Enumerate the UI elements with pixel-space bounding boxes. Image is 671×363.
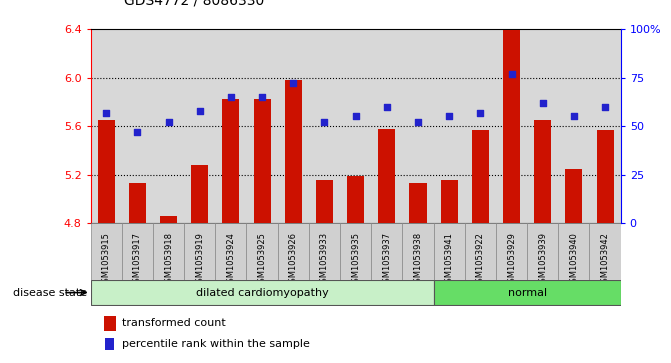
Bar	[246, 223, 278, 280]
Text: GDS4772 / 8086330: GDS4772 / 8086330	[124, 0, 264, 7]
Bar	[278, 223, 309, 280]
Text: GSM1053935: GSM1053935	[351, 232, 360, 288]
Text: transformed count: transformed count	[122, 318, 226, 328]
Bar	[316, 180, 333, 223]
Bar	[590, 223, 621, 280]
Point	[475, 110, 486, 115]
Point	[350, 114, 361, 119]
Bar	[191, 165, 208, 223]
Bar	[105, 338, 114, 350]
Point	[413, 119, 423, 125]
Point	[537, 100, 548, 106]
Point	[132, 129, 143, 135]
Bar	[597, 130, 614, 223]
Point	[381, 104, 392, 110]
Text: GSM1053937: GSM1053937	[382, 232, 391, 288]
Bar	[104, 316, 116, 331]
Point	[101, 110, 111, 115]
Text: GSM1053918: GSM1053918	[164, 232, 173, 288]
Bar	[160, 216, 177, 223]
Bar	[566, 169, 582, 223]
Text: GSM1053919: GSM1053919	[195, 232, 204, 287]
Bar	[222, 99, 240, 223]
Point	[319, 119, 330, 125]
Bar	[215, 223, 246, 280]
Text: GSM1053917: GSM1053917	[133, 232, 142, 288]
Bar	[534, 120, 552, 223]
Bar	[465, 223, 496, 280]
Text: disease state: disease state	[13, 287, 87, 298]
Point	[257, 94, 268, 100]
Bar	[371, 223, 403, 280]
Text: GSM1053940: GSM1053940	[570, 232, 578, 287]
Text: GSM1053938: GSM1053938	[413, 232, 423, 288]
Bar	[153, 223, 184, 280]
Bar	[121, 223, 153, 280]
Text: dilated cardiomyopathy: dilated cardiomyopathy	[196, 287, 329, 298]
Text: GSM1053915: GSM1053915	[102, 232, 111, 287]
Bar	[378, 129, 395, 223]
Bar	[285, 80, 302, 223]
Point	[600, 104, 611, 110]
Bar	[309, 223, 340, 280]
Point	[163, 119, 174, 125]
Text: GSM1053942: GSM1053942	[601, 232, 609, 287]
Text: GSM1053926: GSM1053926	[289, 232, 298, 288]
Text: percentile rank within the sample: percentile rank within the sample	[122, 339, 310, 349]
Point	[506, 71, 517, 77]
Bar	[184, 223, 215, 280]
Text: GSM1053939: GSM1053939	[538, 232, 548, 288]
Text: GSM1053941: GSM1053941	[445, 232, 454, 287]
Bar	[433, 223, 465, 280]
Bar	[97, 120, 115, 223]
Bar	[527, 223, 558, 280]
Bar	[129, 183, 146, 223]
Text: GSM1053929: GSM1053929	[507, 232, 516, 287]
Bar	[472, 130, 489, 223]
Bar	[340, 223, 371, 280]
Point	[444, 114, 454, 119]
Bar	[409, 183, 427, 223]
Bar	[558, 223, 590, 280]
Text: normal: normal	[507, 287, 547, 298]
Point	[288, 81, 299, 86]
Bar	[503, 30, 520, 223]
Bar	[91, 223, 121, 280]
Text: GSM1053924: GSM1053924	[226, 232, 236, 287]
Text: GSM1053933: GSM1053933	[320, 232, 329, 288]
Bar	[91, 280, 433, 305]
Bar	[496, 223, 527, 280]
Point	[225, 94, 236, 100]
Bar	[254, 99, 270, 223]
Text: GSM1053922: GSM1053922	[476, 232, 485, 287]
Point	[568, 114, 579, 119]
Bar	[433, 280, 621, 305]
Bar	[403, 223, 433, 280]
Point	[195, 108, 205, 114]
Text: GSM1053925: GSM1053925	[258, 232, 266, 287]
Bar	[347, 176, 364, 223]
Bar	[441, 180, 458, 223]
